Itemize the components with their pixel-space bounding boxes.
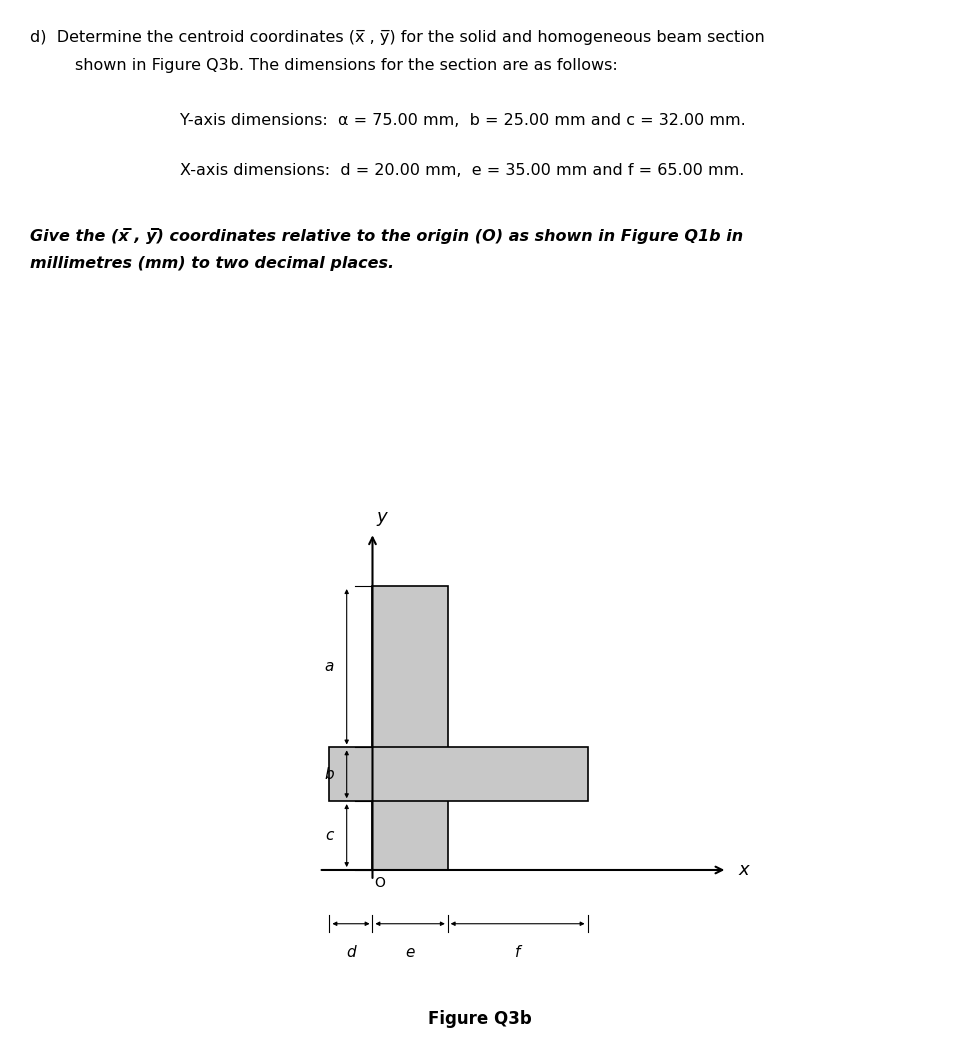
Text: a: a (324, 660, 334, 674)
Text: X-axis dimensions:  d = 20.00 mm,  e = 35.00 mm and f = 65.00 mm.: X-axis dimensions: d = 20.00 mm, e = 35.… (180, 164, 744, 178)
Text: x: x (738, 861, 749, 879)
Text: shown in Figure Q3b. The dimensions for the section are as follows:: shown in Figure Q3b. The dimensions for … (75, 58, 617, 73)
Bar (372, 587, 447, 870)
Text: c: c (325, 828, 334, 843)
Bar (329, 747, 588, 801)
Text: e: e (405, 945, 415, 961)
Text: b: b (324, 767, 334, 782)
Text: O: O (374, 876, 386, 891)
Text: d)  Determine the centroid coordinates (x̅ , y̅) for the solid and homogeneous b: d) Determine the centroid coordinates (x… (30, 30, 765, 45)
Text: f: f (515, 945, 520, 961)
Text: y: y (376, 507, 388, 526)
Text: Figure Q3b: Figure Q3b (428, 1010, 532, 1027)
Text: d: d (347, 945, 356, 961)
Text: Give the (x̅ , y̅) coordinates relative to the origin (O) as shown in Figure Q1b: Give the (x̅ , y̅) coordinates relative … (30, 228, 743, 245)
Text: Y-axis dimensions:  α = 75.00 mm,  b = 25.00 mm and c = 32.00 mm.: Y-axis dimensions: α = 75.00 mm, b = 25.… (180, 114, 746, 128)
Text: millimetres (mm) to two decimal places.: millimetres (mm) to two decimal places. (30, 256, 395, 272)
